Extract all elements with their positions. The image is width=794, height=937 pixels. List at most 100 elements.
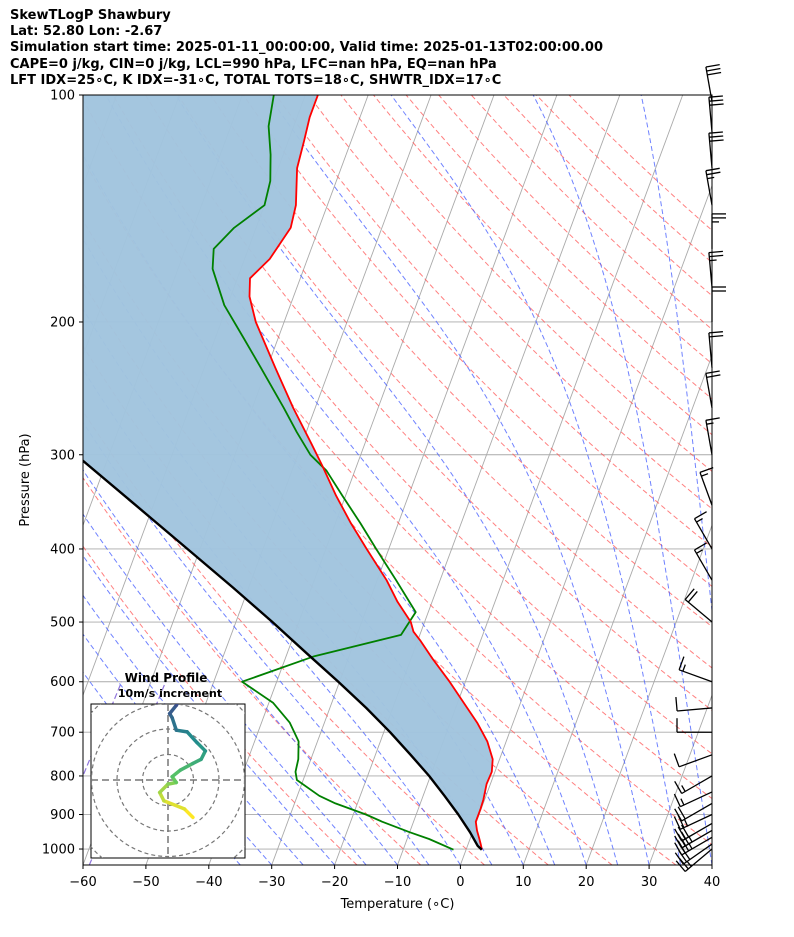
moist-adiabat bbox=[83, 238, 524, 865]
wind-barb-staff bbox=[705, 420, 713, 455]
wind-barb-staff bbox=[693, 518, 713, 550]
y-tick-label: 200 bbox=[50, 315, 75, 330]
wind-barb-staff bbox=[693, 549, 713, 581]
x-tick-label: −40 bbox=[195, 875, 222, 890]
wind-barb-staff bbox=[678, 669, 713, 683]
wind-barb bbox=[675, 848, 713, 872]
wind-barb-staff bbox=[708, 252, 713, 288]
x-tick-label: −50 bbox=[132, 875, 159, 890]
dry-adiabat bbox=[242, 95, 712, 588]
cape-shaded-area bbox=[83, 95, 493, 850]
x-tick-label: 20 bbox=[578, 875, 595, 890]
wind-barb-staff bbox=[708, 332, 713, 368]
moist-adiabat bbox=[83, 513, 367, 865]
y-tick-label: 300 bbox=[50, 448, 75, 463]
wind-barb-flag bbox=[709, 135, 724, 138]
wind-barb-half-flag bbox=[696, 549, 703, 554]
wind-barb-flag bbox=[681, 824, 690, 838]
wind-barb-half-flag bbox=[682, 664, 686, 672]
hodograph-segment bbox=[195, 740, 208, 753]
wind-barb-staff bbox=[705, 170, 713, 206]
isotherm-line bbox=[334, 95, 621, 865]
station-title: SkewTLogP Shawbury bbox=[10, 8, 171, 23]
wind-barb-flag bbox=[705, 417, 720, 421]
y-tick-label: 700 bbox=[50, 726, 75, 741]
stability-indices: LFT IDX=25∘C, K IDX=-31∘C, TOTAL TOTS=18… bbox=[10, 72, 502, 88]
wind-barb-flag bbox=[674, 852, 684, 865]
wind-barb-flag bbox=[694, 511, 707, 520]
y-tick-label: 900 bbox=[50, 808, 75, 823]
dry-adiabat bbox=[275, 95, 712, 548]
wind-barb bbox=[674, 775, 713, 795]
cape-cin-shading bbox=[83, 95, 493, 850]
wind-barb-flag bbox=[674, 808, 683, 822]
wind-barb bbox=[674, 822, 713, 842]
dry-adiabat bbox=[438, 95, 712, 365]
wind-barb-flag bbox=[675, 860, 686, 872]
hodograph-rings bbox=[91, 704, 245, 858]
wind-barb-flag bbox=[694, 542, 707, 551]
wind-barb-staff bbox=[705, 373, 713, 409]
wind-barb-flag bbox=[709, 254, 724, 258]
x-axis-label: Temperature (∘C) bbox=[340, 897, 455, 912]
wind-barb-staff bbox=[680, 791, 713, 808]
wind-barb-staff bbox=[699, 472, 713, 506]
wind-barb-flag bbox=[674, 835, 683, 849]
x-tick-label: −10 bbox=[384, 875, 411, 890]
hodograph-segment bbox=[157, 782, 170, 795]
wind-barb-staff bbox=[681, 836, 713, 856]
wind-barb-staff bbox=[681, 775, 713, 795]
wind-barb bbox=[693, 542, 713, 581]
wind-barb-flag bbox=[706, 374, 721, 379]
chart-header: SkewTLogP Shawbury Lat: 52.80 Lon: -2.67… bbox=[10, 8, 603, 89]
wind-barb bbox=[705, 63, 722, 102]
dry-adiabat bbox=[210, 95, 712, 628]
isotherm-line bbox=[648, 693, 712, 865]
hodograph-segment bbox=[170, 716, 179, 732]
dry-adiabat bbox=[536, 95, 712, 264]
wind-barb-flag bbox=[674, 828, 683, 842]
y-tick-label: 1000 bbox=[42, 843, 75, 858]
wind-barb bbox=[684, 588, 713, 623]
wind-barbs bbox=[673, 63, 726, 872]
wind-barb bbox=[711, 213, 726, 249]
wind-barb-flag bbox=[705, 167, 720, 172]
parcel-profile bbox=[83, 459, 483, 851]
moist-adiabat bbox=[532, 95, 712, 865]
wind-barb-staff bbox=[680, 813, 713, 830]
x-tick-label: −30 bbox=[258, 875, 285, 890]
isotherm-line bbox=[585, 524, 712, 865]
wind-barb bbox=[676, 718, 713, 733]
wind-barb-flag bbox=[674, 842, 683, 856]
wind-barb-flag bbox=[706, 171, 721, 176]
wind-barb-half-flag bbox=[701, 473, 709, 477]
wind-barb bbox=[705, 167, 721, 206]
wind-barb-half-flag bbox=[684, 819, 689, 827]
y-axis-ticks: 100 200 300 400 500 600 700 800 900 1000 bbox=[42, 89, 83, 858]
wind-barb-flag bbox=[707, 71, 722, 76]
moist-adiabat bbox=[83, 421, 430, 865]
x-tick-label: 40 bbox=[704, 875, 721, 890]
isotherm-line bbox=[711, 863, 712, 865]
hodograph-segment bbox=[178, 761, 195, 772]
sounding-profiles bbox=[83, 95, 494, 851]
wind-barb bbox=[708, 331, 724, 368]
dry-adiabat bbox=[83, 545, 358, 865]
moist-adiabat bbox=[83, 554, 335, 865]
moist-adiabat bbox=[390, 95, 681, 865]
wind-barb-flag bbox=[677, 826, 686, 840]
moist-adiabat bbox=[83, 469, 398, 865]
wind-barb bbox=[711, 286, 726, 322]
wind-barb-staff bbox=[678, 754, 713, 768]
wind-barb-flag bbox=[678, 656, 685, 671]
wind-barb bbox=[675, 697, 713, 712]
wind-barb bbox=[673, 791, 713, 808]
wind-barb-flag bbox=[705, 63, 720, 68]
wind-barb-flag bbox=[706, 67, 721, 72]
wind-barb-flag bbox=[708, 250, 723, 254]
dry-adiabat bbox=[145, 95, 712, 712]
wind-barb-staff bbox=[708, 97, 713, 133]
x-tick-label: −60 bbox=[69, 875, 96, 890]
wind-barb-staff bbox=[684, 599, 713, 623]
wind-barb-flag bbox=[673, 816, 681, 830]
